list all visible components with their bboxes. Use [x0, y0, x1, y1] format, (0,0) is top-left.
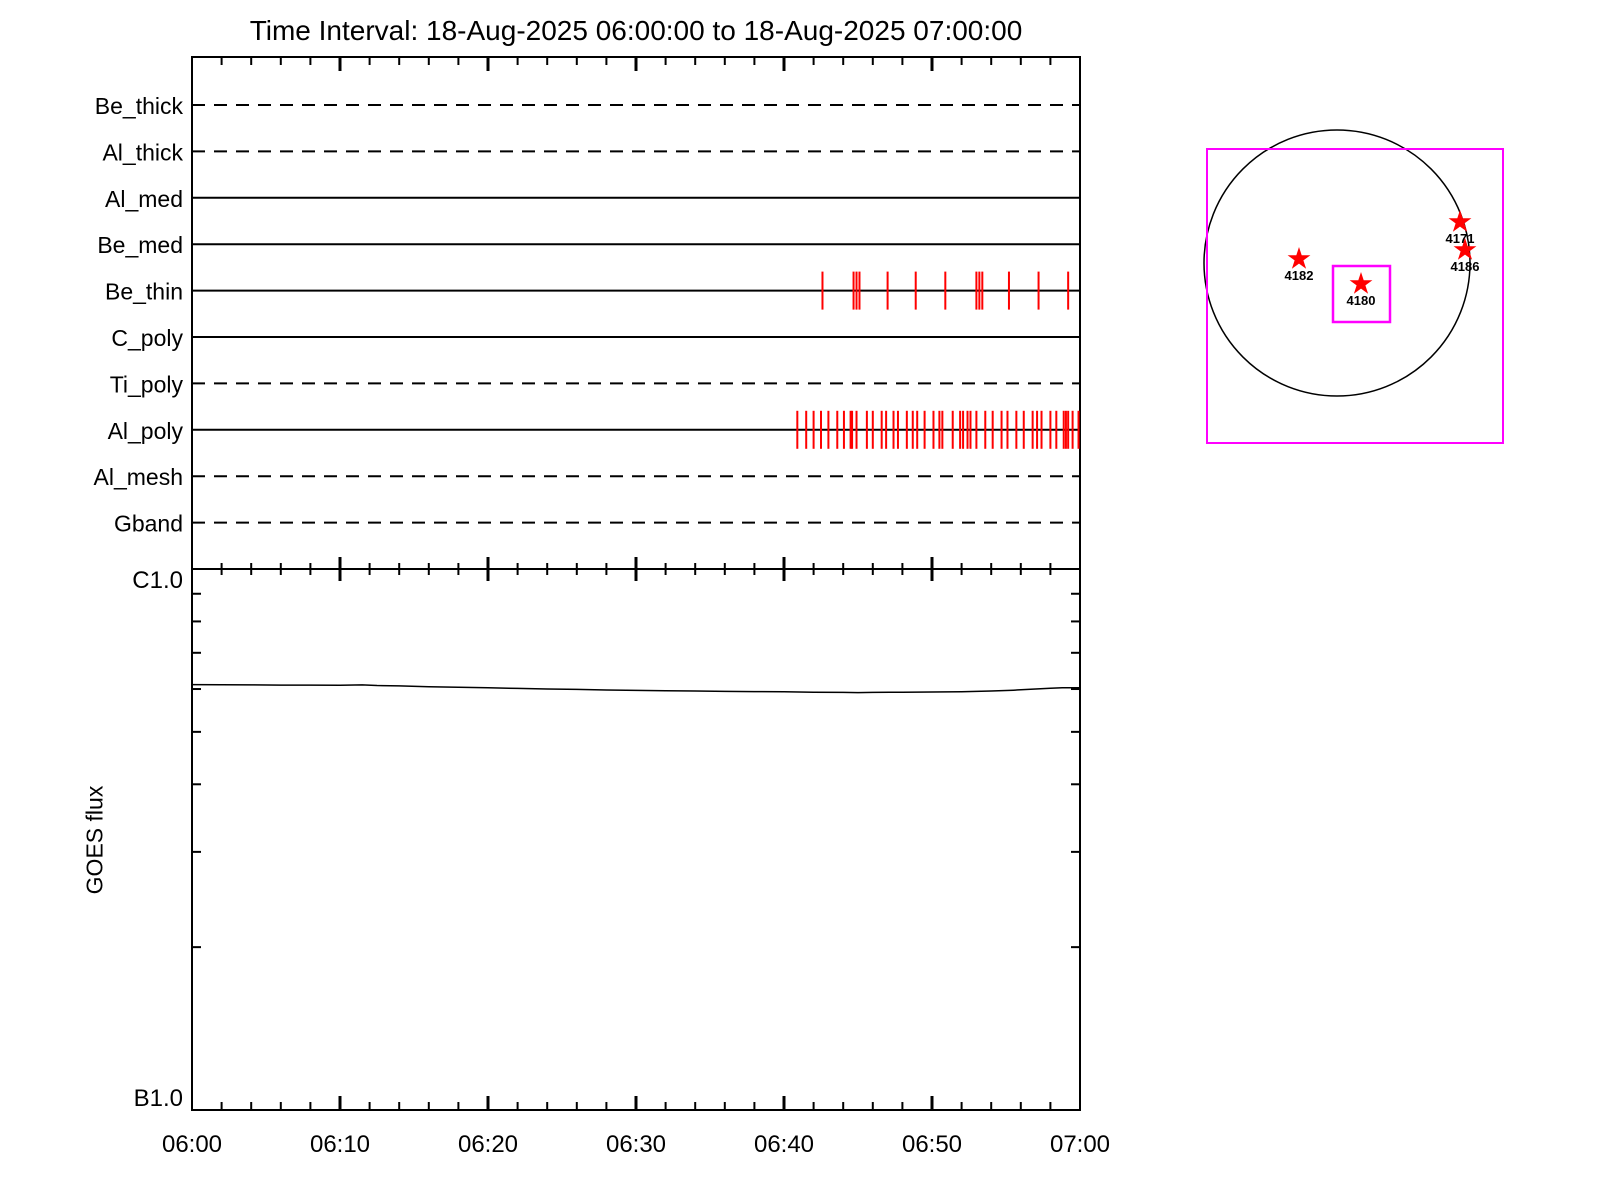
channel-label: Al_poly [108, 418, 184, 444]
channel-label: Gband [114, 511, 183, 537]
filter-timeline-plot: Be_thick Al_thick Al_med Be_med Be_thin C_pol… [94, 56, 1081, 581]
active-region-star [1453, 238, 1477, 260]
channel-label: Be_thick [95, 93, 184, 119]
solar-limb-circle [1203, 129, 1471, 397]
filter-plot-frame [191, 56, 1081, 570]
goes-flux-plot: 06:00 06:10 06:20 06:30 06:40 06:50 07:00 [162, 568, 1110, 1158]
active-region-label: 4182 [1285, 268, 1314, 283]
goes-flux-line [191, 683, 1081, 694]
target-box [1331, 264, 1392, 324]
fov-box [1206, 148, 1504, 444]
x-tick-label: 06:00 [162, 1131, 222, 1158]
page-title: Time Interval: 18-Aug-2025 06:00:00 to 1… [249, 15, 1023, 46]
active-region-label: 4171 [1446, 231, 1475, 246]
channel-label: Be_med [97, 232, 183, 258]
x-tick-label: 06:20 [458, 1131, 518, 1158]
active-region-label: 4186 [1451, 259, 1480, 274]
x-tick-label: 06:40 [754, 1131, 814, 1158]
active-region-star [1448, 210, 1472, 232]
channel-label: Al_mesh [94, 464, 183, 490]
goes-plot-frame [191, 568, 1081, 1111]
goes-y-top-label: C1.0 [132, 567, 183, 594]
x-tick-label: 07:00 [1050, 1131, 1110, 1158]
x-tick-label: 06:50 [902, 1131, 962, 1158]
active-region-star [1349, 272, 1373, 294]
channel-label: Be_thin [105, 279, 183, 305]
channel-label: C_poly [111, 325, 183, 351]
x-tick-label: 06:10 [310, 1131, 370, 1158]
channel-label: Al_thick [102, 139, 183, 165]
x-tick-label: 06:30 [606, 1131, 666, 1158]
active-region-star [1287, 247, 1311, 269]
channel-label: Ti_poly [110, 371, 184, 397]
active-region-label: 4180 [1347, 293, 1376, 308]
channel-label: Al_med [105, 186, 183, 212]
goes-y-bottom-label: B1.0 [133, 1085, 183, 1112]
solar-map: 4171 4186 4182 4180 [1203, 129, 1504, 444]
